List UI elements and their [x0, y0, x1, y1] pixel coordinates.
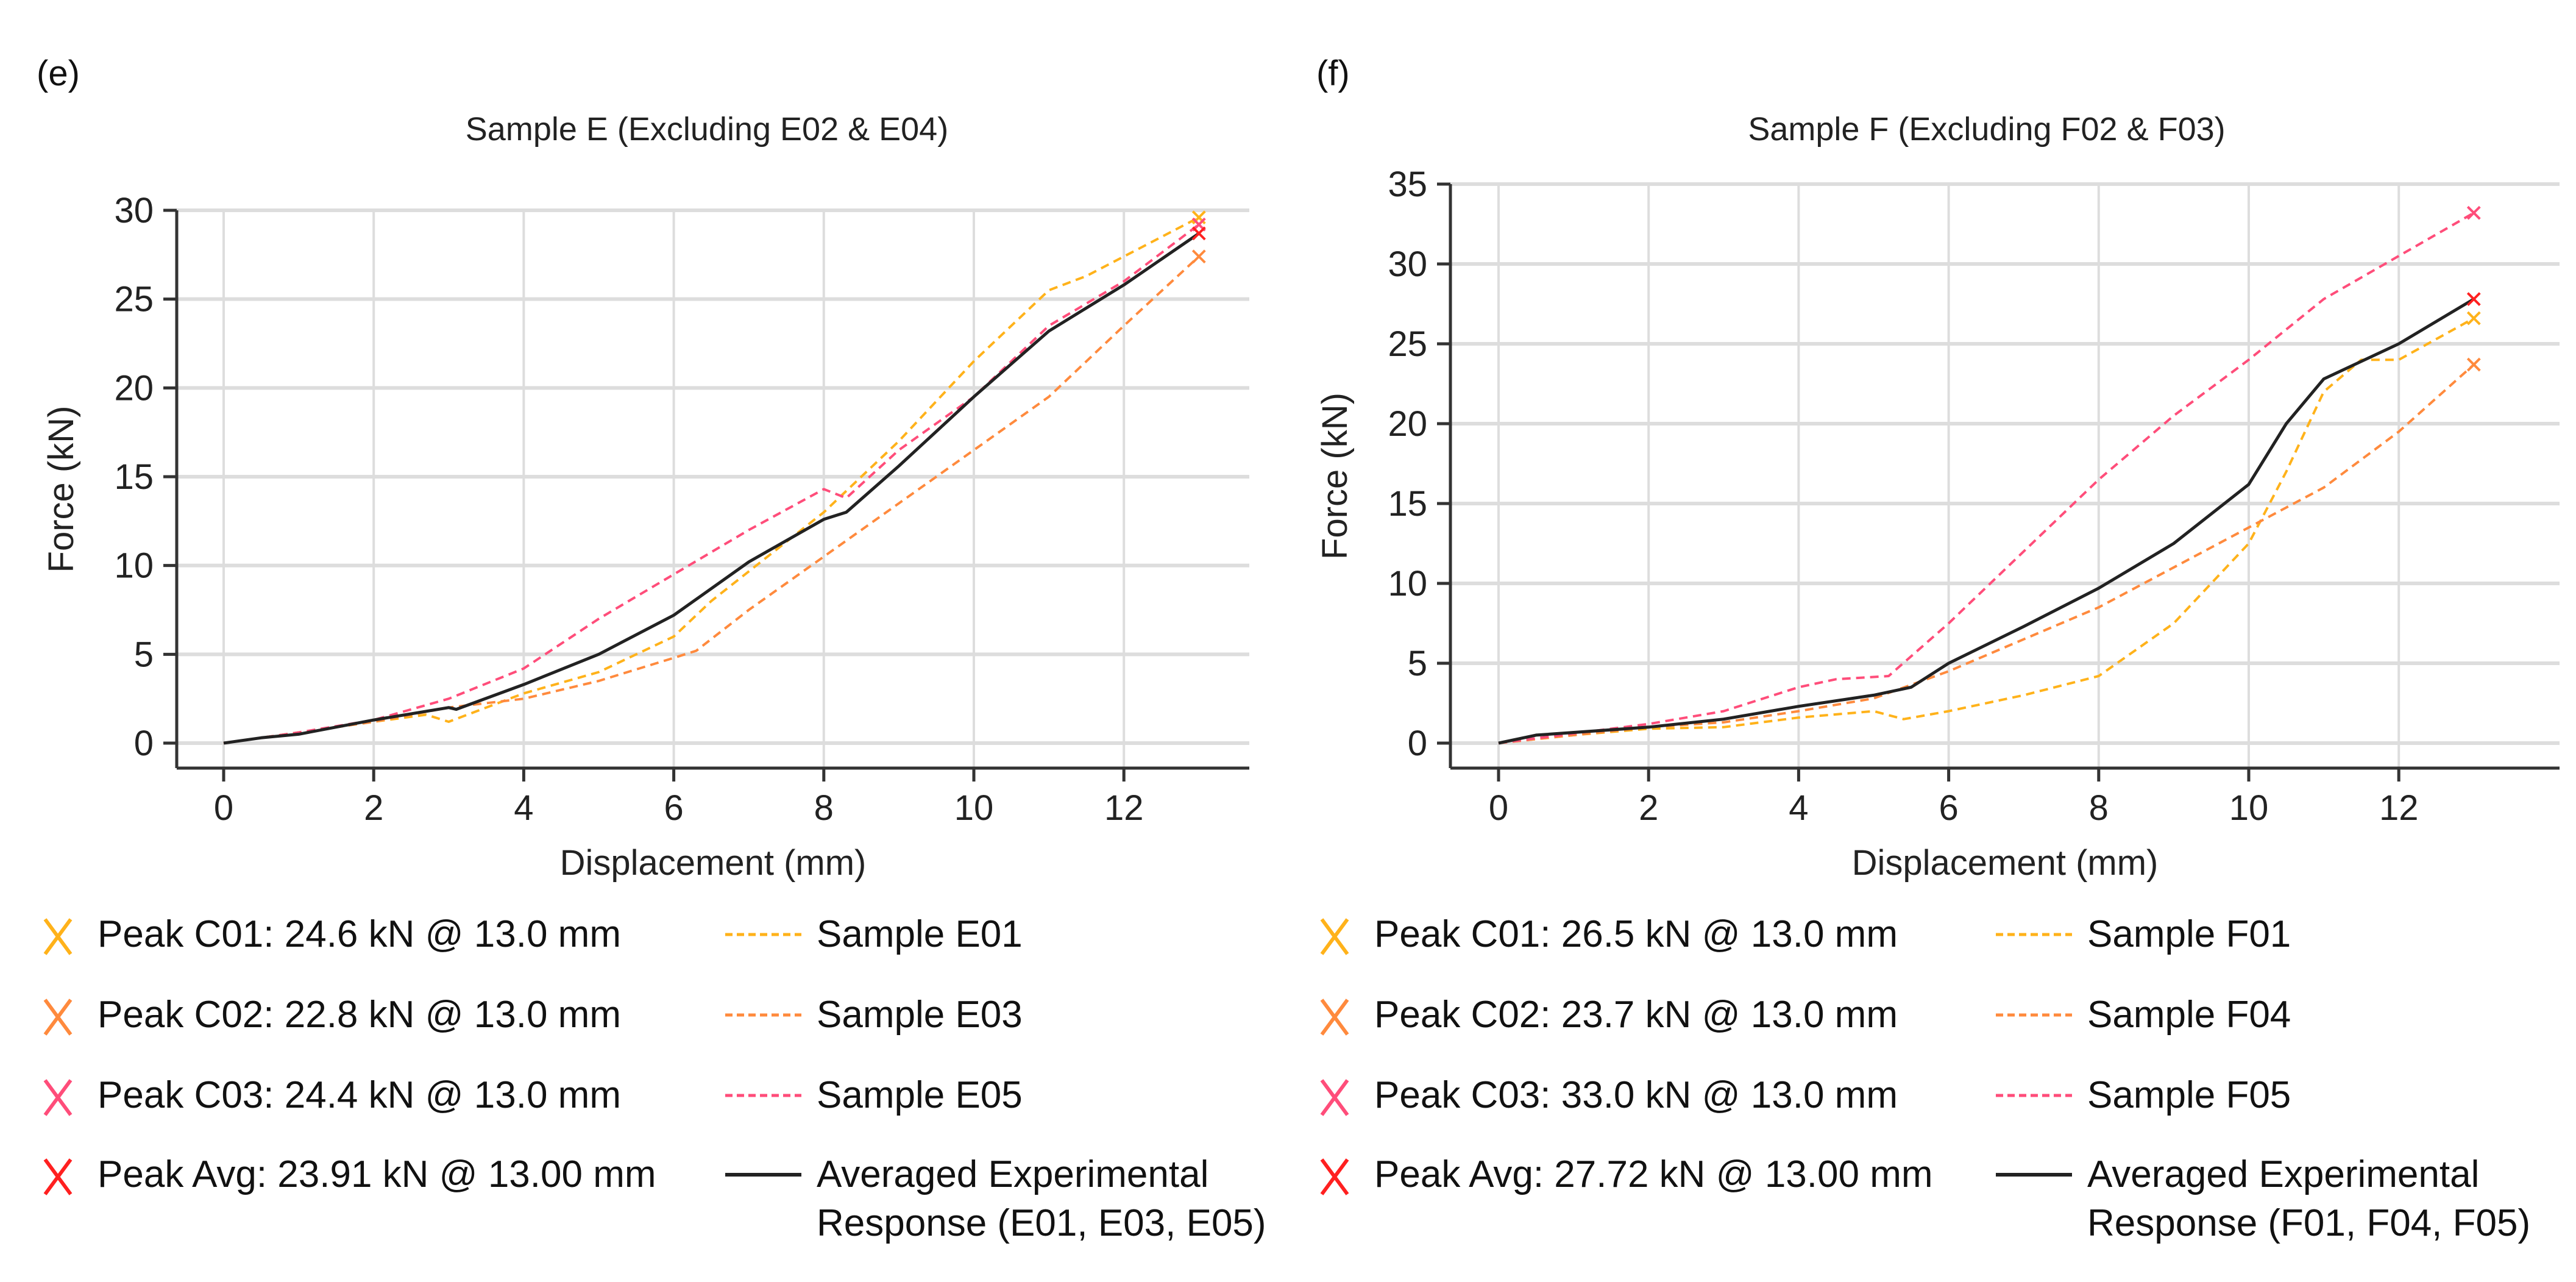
y-tick-label: 25	[1388, 324, 1427, 364]
x-axis-label: Displacement (mm)	[560, 843, 867, 883]
legend-x-marker-icon	[1320, 999, 1349, 1036]
y-tick-label: 20	[1388, 404, 1427, 444]
peak-marker	[2466, 357, 2481, 372]
x-tick-label: 4	[1789, 788, 1808, 828]
legend-series-label: Sample F04	[2087, 994, 2291, 1036]
series-line-sample-e01	[223, 216, 1200, 744]
legend-peak-label: Peak C03: 24.4 kN @ 13.0 mm	[98, 1074, 621, 1116]
y-tick-label: 35	[1388, 165, 1427, 204]
legend-peak-label: Peak C03: 33.0 kN @ 13.0 mm	[1374, 1074, 1898, 1116]
legend-peak-label: Peak Avg: 23.91 kN @ 13.00 mm	[98, 1153, 656, 1195]
legend-series-label: Averaged Experimental	[2087, 1153, 2479, 1195]
legend-series-label: Sample E03	[817, 994, 1023, 1036]
x-tick-label: 0	[1489, 788, 1508, 828]
series-line-sample-f05	[1498, 212, 2475, 744]
series-line-sample-f04	[1498, 363, 2475, 744]
legend-x-marker-icon	[43, 999, 73, 1036]
x-tick-label: 0	[214, 788, 233, 828]
legend-x-marker-icon	[43, 1158, 73, 1195]
legend-peak-label: Peak C02: 23.7 kN @ 13.0 mm	[1374, 994, 1898, 1036]
chart-panel-e: (e) Sample E (Excluding E02 & E04) 0 2 4 6 8 10…	[37, 54, 1266, 1244]
chart-title: Sample E (Excluding E02 & E04)	[466, 111, 948, 148]
y-tick-label: 30	[114, 191, 154, 230]
x-tick-label: 10	[2229, 788, 2269, 828]
x-axis-label: Displacement (mm)	[1852, 843, 2159, 883]
peak-marker	[2466, 205, 2481, 220]
peak-marker	[2466, 311, 2481, 326]
legend-series-label: Response (F01, F04, F05)	[2087, 1202, 2530, 1244]
legend-series-label: Response (E01, E03, E05)	[817, 1202, 1266, 1244]
x-tick-label: 4	[514, 788, 533, 828]
peak-marker	[1191, 226, 1206, 241]
x-tick-label: 2	[1639, 788, 1658, 828]
panel-label: (f)	[1316, 54, 1350, 93]
series-line-sample-e05	[223, 223, 1200, 744]
legend-peak-label: Peak C01: 26.5 kN @ 13.0 mm	[1374, 913, 1898, 955]
y-tick-label: 5	[1408, 644, 1427, 683]
y-tick-label: 0	[1408, 724, 1427, 763]
series-line-averaged-experimental-response-e01-e03-e05	[223, 232, 1200, 745]
x-tick-label: 10	[954, 788, 994, 828]
y-tick-label: 15	[1388, 484, 1427, 524]
x-tick-label: 12	[2379, 788, 2419, 828]
legend-x-marker-icon	[1320, 1158, 1349, 1195]
legend-x-marker-icon	[43, 1079, 73, 1116]
y-axis-label: Force (kN)	[41, 406, 81, 573]
legend-x-marker-icon	[43, 918, 73, 955]
y-tick-label: 10	[1388, 564, 1427, 604]
x-tick-label: 2	[364, 788, 383, 828]
y-tick-label: 5	[134, 635, 154, 674]
legend-x-marker-icon	[1320, 918, 1349, 955]
legend-peak-label: Peak Avg: 27.72 kN @ 13.00 mm	[1374, 1153, 1933, 1195]
y-tick-label: 25	[114, 280, 154, 319]
y-tick-label: 15	[114, 457, 154, 497]
peak-marker	[1191, 249, 1206, 264]
legend-series-label: Sample F05	[2087, 1074, 2291, 1116]
y-axis-label: Force (kN)	[1315, 393, 1355, 560]
legend-series-label: Sample F01	[2087, 913, 2291, 955]
chart-title: Sample F (Excluding F02 & F03)	[1748, 111, 2225, 148]
legend-series-label: Averaged Experimental	[817, 1153, 1208, 1195]
x-tick-label: 8	[814, 788, 834, 828]
y-tick-label: 0	[134, 724, 154, 763]
chart-panel-f: (f) Sample F (Excluding F02 & F03) 0 2 4 6 8 10…	[1315, 54, 2560, 1244]
x-tick-label: 8	[2089, 788, 2109, 828]
legend-x-marker-icon	[1320, 1079, 1349, 1116]
legend-peak-label: Peak C02: 22.8 kN @ 13.0 mm	[98, 994, 621, 1036]
peak-marker	[2466, 292, 2481, 307]
series-line-averaged-experimental-response-f01-f04-f05	[1498, 297, 2475, 745]
legend-series-label: Sample E05	[817, 1074, 1023, 1116]
x-tick-label: 6	[664, 788, 683, 828]
x-tick-label: 12	[1104, 788, 1144, 828]
panel-label: (e)	[37, 54, 80, 93]
y-tick-label: 20	[114, 368, 154, 408]
legend-peak-label: Peak C01: 24.6 kN @ 13.0 mm	[98, 913, 621, 955]
y-tick-label: 30	[1388, 244, 1427, 284]
x-tick-label: 6	[1939, 788, 1958, 828]
legend-series-label: Sample E01	[817, 913, 1023, 955]
series-line-sample-e03	[223, 255, 1200, 744]
series-line-sample-f01	[1498, 317, 2475, 744]
y-tick-label: 10	[114, 546, 154, 586]
